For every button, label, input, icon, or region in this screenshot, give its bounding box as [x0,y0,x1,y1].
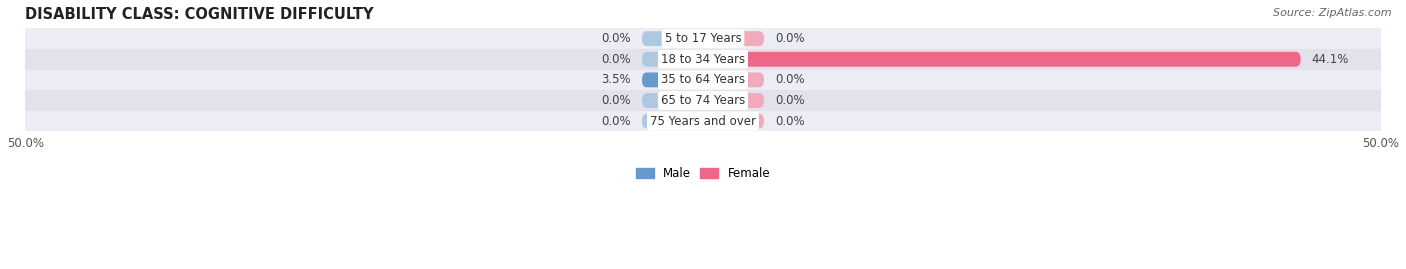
Text: 44.1%: 44.1% [1312,53,1348,66]
FancyBboxPatch shape [643,114,703,129]
Legend: Male, Female: Male, Female [631,162,775,185]
Text: 0.0%: 0.0% [775,115,804,128]
Text: 0.0%: 0.0% [775,32,804,45]
Bar [25,70,1381,90]
Text: 35 to 64 Years: 35 to 64 Years [661,73,745,86]
Text: DISABILITY CLASS: COGNITIVE DIFFICULTY: DISABILITY CLASS: COGNITIVE DIFFICULTY [25,7,374,22]
Text: Source: ZipAtlas.com: Source: ZipAtlas.com [1274,8,1392,18]
Text: 75 Years and over: 75 Years and over [650,115,756,128]
FancyBboxPatch shape [643,72,703,87]
FancyBboxPatch shape [703,72,763,87]
Bar [25,90,1381,111]
Text: 3.5%: 3.5% [602,73,631,86]
Text: 0.0%: 0.0% [602,94,631,107]
Bar [25,49,1381,70]
Text: 18 to 34 Years: 18 to 34 Years [661,53,745,66]
FancyBboxPatch shape [703,93,763,108]
FancyBboxPatch shape [643,31,703,46]
Text: 0.0%: 0.0% [602,32,631,45]
FancyBboxPatch shape [643,93,703,108]
Text: 0.0%: 0.0% [602,115,631,128]
Text: 0.0%: 0.0% [775,73,804,86]
FancyBboxPatch shape [703,31,763,46]
Text: 0.0%: 0.0% [775,94,804,107]
Text: 0.0%: 0.0% [602,53,631,66]
Text: 5 to 17 Years: 5 to 17 Years [665,32,741,45]
FancyBboxPatch shape [643,52,703,67]
Bar [25,111,1381,132]
FancyBboxPatch shape [703,52,1301,67]
FancyBboxPatch shape [703,114,763,129]
Text: 65 to 74 Years: 65 to 74 Years [661,94,745,107]
Bar [25,28,1381,49]
